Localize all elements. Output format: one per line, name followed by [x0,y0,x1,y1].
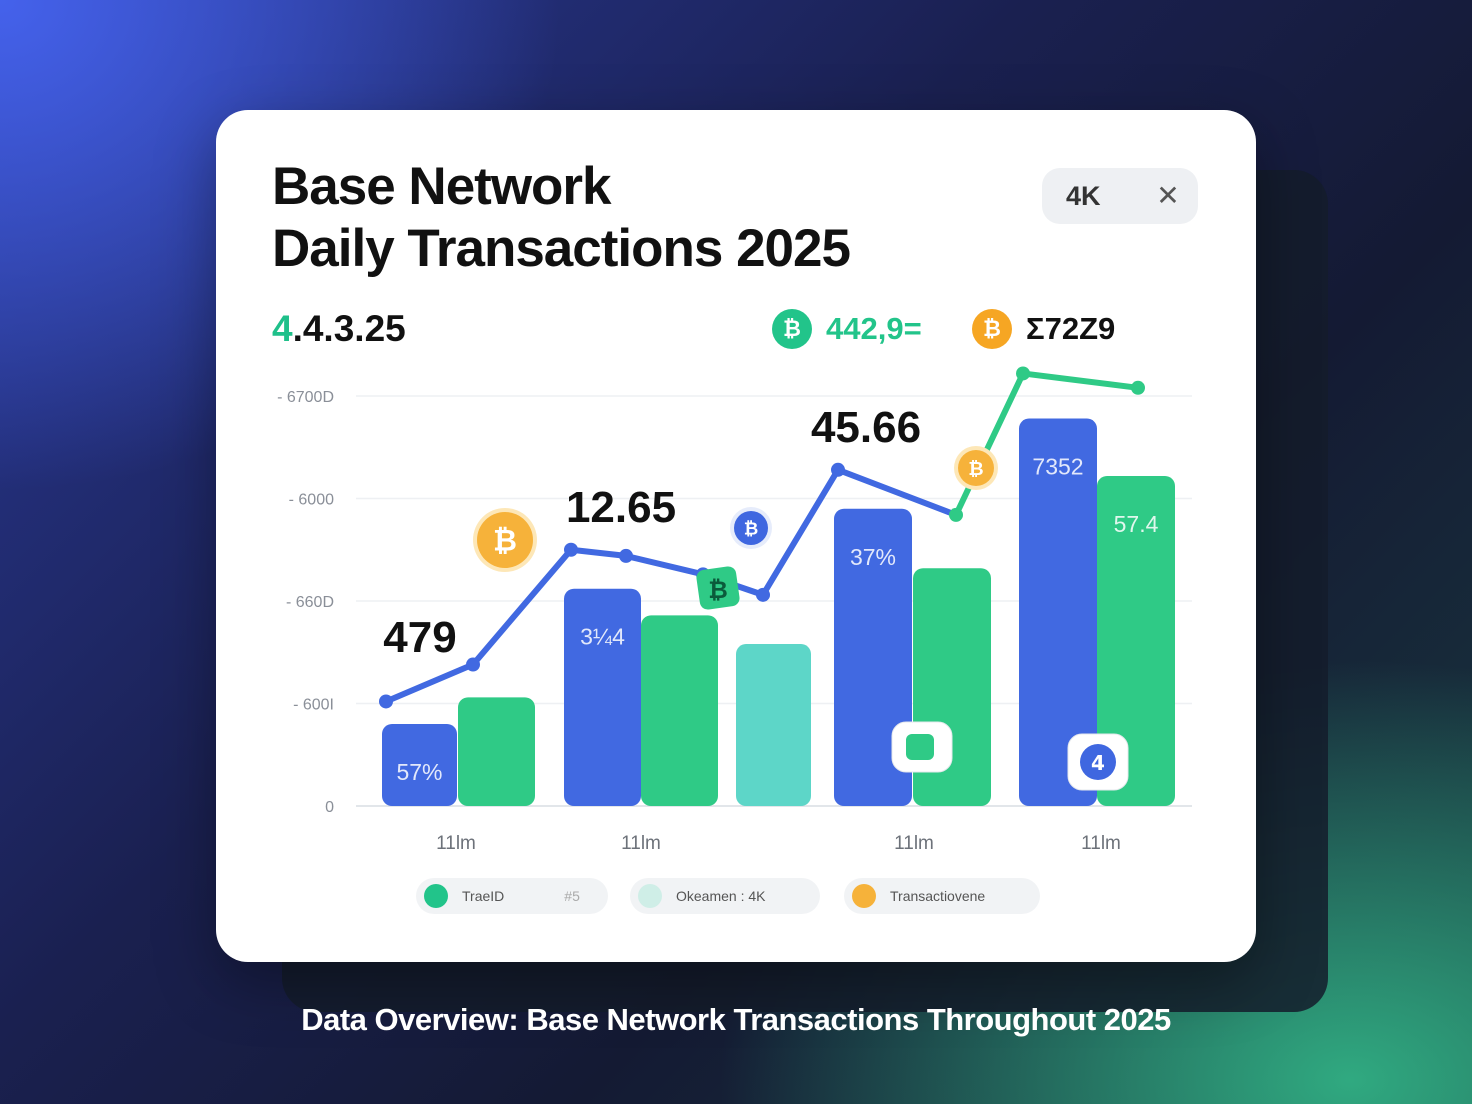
line-point [379,694,393,709]
bar [641,615,718,806]
bitcoin-icon [958,450,994,486]
y-tick-label: 0 [325,799,334,816]
badge-icon: 4 [1091,751,1105,775]
legend-label: TraeID [462,888,505,904]
bar-label: 57.4 [1114,511,1159,537]
bar [736,644,811,806]
stat-green-value: 442,9= [826,311,922,346]
line-point [564,542,578,557]
line-point [619,548,633,563]
close-icon[interactable]: ✕ [1156,180,1180,211]
legend-item-2[interactable]: Okeamen : 4K [630,878,820,914]
y-tick-label: - 660D [286,594,334,611]
legend-label: Transactiovene [890,888,986,904]
page-caption: Data Overview: Base Network Transactions… [301,1002,1171,1037]
bitcoin-icon: ₿ [972,309,1012,349]
stat-orange: ₿ Σ72Z9 [972,308,1115,350]
line-point [466,657,480,672]
x-tick-label: 11lm [436,833,476,854]
date-label: 4.4.3.25 [272,308,406,350]
y-tick-label: - 6000 [289,492,334,509]
bar [1019,418,1097,806]
title-line-2: Daily Transactions 2025 [272,219,851,278]
transactions-chart: - 6700D - 6000 - 660D - 600I 0 57% 3¼4 37% 7352 5… [277,366,1192,854]
legend-swatch [424,884,448,908]
chart-card: Base Network Daily Transactions 2025 4K … [216,110,1256,962]
bitcoin-icon: ₿ [493,524,517,558]
bar [1097,475,1175,806]
legend-extra: #5 [564,888,580,904]
series-line [383,466,959,705]
bitcoin-icon [734,511,768,545]
line-point [1131,380,1145,395]
wallet-icon: ₿ [708,576,728,604]
line-annotation: 479 [383,613,456,662]
bar-label: 37% [850,544,896,570]
line-point [831,462,845,477]
bitcoin-icon: ₿ [772,309,812,349]
legend-swatch [852,884,876,908]
title-line-1: Base Network [272,157,612,216]
chart-title: Base Network Daily Transactions 2025 [272,156,972,280]
bar [564,588,641,806]
date-label-rest: .4.3.25 [292,308,406,349]
legend-swatch [638,884,662,908]
line-point [1016,366,1030,381]
wallet-icon [696,566,740,610]
resolution-label: 4K [1066,181,1101,211]
line-annotation: 45.66 [811,403,921,452]
y-tick-label: - 600I [293,697,334,714]
legend-item-1[interactable]: TraeID #5 [416,878,608,914]
date-label-accent: 4 [272,308,293,349]
bar-label: 57% [396,759,442,785]
bar-label: 3¼4 [580,624,625,650]
legend-item-3[interactable]: Transactiovene [844,878,1040,914]
bar [458,697,535,806]
stack-icon [906,734,934,760]
line-annotation: 12.65 [566,483,676,532]
line-point [949,507,963,522]
bitcoin-icon: ₿ [744,518,759,539]
stat-green: ₿ 442,9= [772,308,922,350]
legend-label: Okeamen : 4K [676,888,766,904]
bar [382,724,457,806]
badge-icon [1080,744,1116,780]
bitcoin-icon [477,512,533,568]
bitcoin-icon: ₿ [968,458,983,480]
y-tick-label: - 6700D [277,389,334,406]
x-tick-label: 11lm [1081,833,1121,854]
line-point [756,587,770,602]
bar-label: 7352 [1032,454,1083,480]
x-tick-label: 11lm [621,833,661,854]
x-tick-label: 11lm [894,833,934,854]
resolution-badge: 4K ✕ [1042,168,1198,224]
stat-orange-value: Σ72Z9 [1026,311,1116,346]
